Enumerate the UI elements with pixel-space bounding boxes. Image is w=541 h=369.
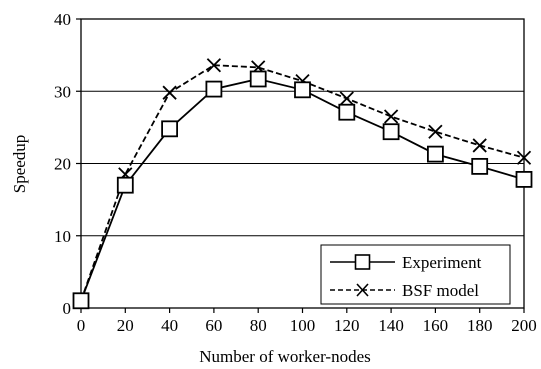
x-tick-label: 140 <box>378 316 404 335</box>
series-layer <box>72 58 533 310</box>
x-tick-label: 60 <box>205 316 222 335</box>
y-axis-title: Speedup <box>10 135 29 194</box>
point-bsf-model <box>472 138 487 153</box>
y-tick-label: 0 <box>63 299 72 318</box>
y-tick-label: 20 <box>54 155 71 174</box>
y-axis-ticks: 0 10 20 30 40 <box>54 10 81 318</box>
y-tick-label: 10 <box>54 227 71 246</box>
legend-experiment-label: Experiment <box>402 253 482 272</box>
point-experiment <box>382 123 400 141</box>
x-tick-label: 40 <box>161 316 178 335</box>
y-tick-label: 30 <box>54 82 71 101</box>
x-tick-label: 200 <box>511 316 537 335</box>
point-experiment <box>471 157 489 175</box>
point-experiment <box>294 81 311 99</box>
point-experiment <box>161 120 179 138</box>
legend-bsf-marker <box>356 283 369 297</box>
x-tick-label: 100 <box>290 316 316 335</box>
x-tick-label: 120 <box>334 316 360 335</box>
y-tick-label: 40 <box>54 10 71 29</box>
point-bsf-model <box>162 85 177 100</box>
grid-lines <box>81 90 524 237</box>
legend-box <box>320 244 511 305</box>
x-axis-ticks: 0 20 40 60 80 100 120 140 160 180 200 <box>77 308 537 335</box>
point-bsf-model <box>206 58 222 73</box>
x-axis-title: Number of worker-nodes <box>199 347 371 366</box>
point-experiment <box>515 170 533 188</box>
legend-experiment-marker <box>354 254 371 270</box>
x-tick-label: 20 <box>117 316 134 335</box>
point-experiment <box>426 145 444 163</box>
point-experiment <box>338 103 356 121</box>
point-bsf-model <box>339 91 354 106</box>
point-experiment <box>249 70 267 88</box>
point-bsf-model <box>516 150 532 165</box>
x-tick-label: 80 <box>250 316 267 335</box>
x-tick-label: 160 <box>423 316 449 335</box>
point-experiment <box>205 80 223 98</box>
point-bsf-model <box>383 109 399 124</box>
legend: Experiment BSF model <box>320 244 511 305</box>
point-experiment <box>116 176 134 194</box>
point-experiment <box>72 292 90 310</box>
legend-bsf-label: BSF model <box>402 281 479 300</box>
x-tick-label: 180 <box>467 316 493 335</box>
x-tick-label: 0 <box>77 316 86 335</box>
point-bsf-model <box>428 124 443 139</box>
